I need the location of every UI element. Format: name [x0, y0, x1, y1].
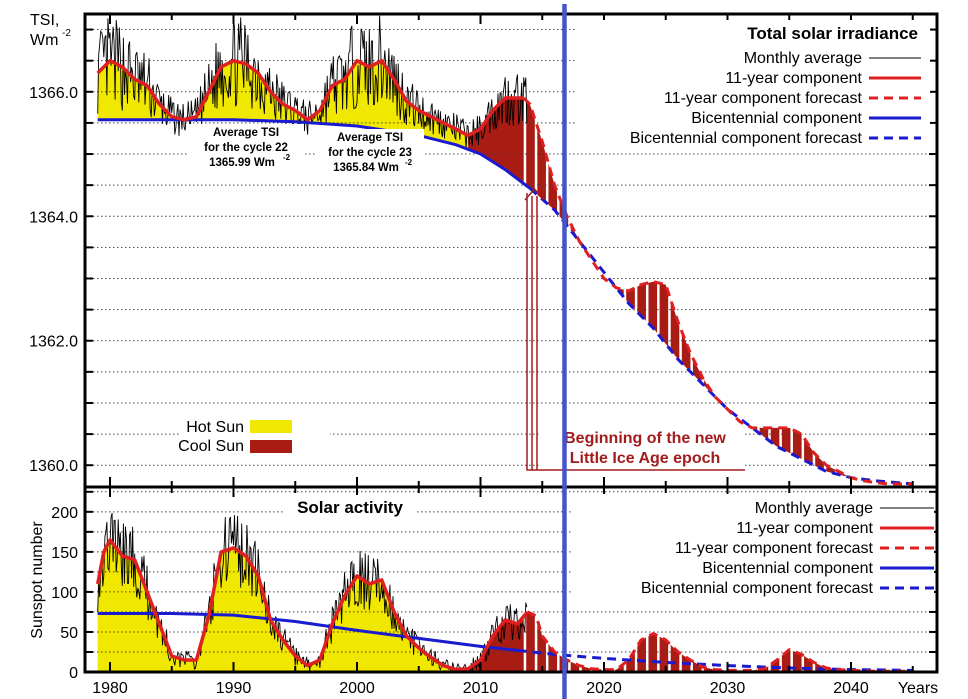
tsi-legend: Total solar irradiance Monthly average 11…	[575, 20, 930, 147]
sunspot-panel-frame	[83, 485, 939, 674]
hot-sun-swatch	[250, 420, 292, 433]
eleven-year-component-line	[95, 538, 529, 672]
hot-sun-fill	[97, 539, 469, 672]
cool-sun-label: Cool Sun	[178, 438, 244, 455]
legend-label: Bicentennial component	[691, 110, 862, 127]
hot-sun-label: Hot Sun	[186, 419, 244, 436]
legend-label: Bicentennial component forecast	[630, 130, 863, 147]
tsi-ylabel-line2: Wm	[30, 32, 58, 49]
eleven-year-forecast-line	[526, 610, 913, 673]
svg-text:for the cycle 23: for the cycle 23	[328, 147, 412, 159]
sunspot-ylabel: Sunspot number	[29, 521, 46, 639]
monthly-average-line	[97, 15, 528, 149]
y-tick-label: 1362.0	[29, 334, 78, 351]
legend-label: 11-year component	[736, 520, 873, 537]
x-axis-label: Years	[898, 680, 938, 697]
svg-text:-2: -2	[283, 153, 291, 162]
svg-text:1365.99 Wm: 1365.99 Wm	[209, 157, 275, 169]
cool-sun-fill	[468, 611, 913, 672]
sunspot-title: Solar activity	[297, 498, 403, 517]
y-tick-label: 50	[60, 625, 78, 642]
legend-label: Bicentennial component	[702, 560, 873, 577]
arrow-up-icon	[524, 187, 545, 201]
y-tick-label: 150	[51, 545, 78, 562]
svg-text:Beginning of the new: Beginning of the new	[564, 430, 726, 447]
y-tick-label: 0	[69, 665, 78, 682]
x-tick-label: 1980	[92, 680, 128, 697]
svg-text:Little Ice Age epoch: Little Ice Age epoch	[570, 450, 721, 467]
x-tick-label: 2030	[710, 680, 746, 697]
cycle-22-annotation: Average TSI for the cycle 22 1365.99 Wm …	[188, 124, 304, 170]
x-tick-label: 2000	[339, 680, 375, 697]
cool-sun-swatch	[250, 440, 292, 453]
eleven-year-forecast-line	[522, 96, 913, 486]
sunspot-legend: Solar activity Monthly average 11-year co…	[283, 494, 934, 597]
bicentennial-component-line	[97, 612, 518, 652]
svg-text:Average TSI: Average TSI	[337, 132, 403, 144]
tick-layer: 1360.0 1362.0 1364.0 1366.0 0 50 100 150 200 1980…	[29, 14, 937, 697]
svg-text:for the cycle 22: for the cycle 22	[204, 142, 288, 154]
y-tick-label: 1360.0	[29, 458, 78, 475]
legend-label: Monthly average	[755, 500, 873, 517]
legend-label: 11-year component forecast	[675, 540, 874, 557]
x-tick-label: 1990	[216, 680, 252, 697]
svg-text:-2: -2	[405, 158, 413, 167]
legend-label: 11-year component forecast	[664, 90, 863, 107]
legend-label: 11-year component	[725, 70, 862, 87]
y-tick-label: 1364.0	[29, 209, 78, 226]
bicentennial-forecast-line	[528, 187, 913, 486]
tsi-title: Total solar irradiance	[747, 24, 918, 43]
little-ice-age-annotation: Beginning of the new Little Ice Age epoc…	[524, 187, 745, 471]
cool-sun-fill	[468, 98, 913, 484]
eleven-year-component-line	[96, 58, 524, 138]
x-tick-label: 2010	[463, 680, 499, 697]
tsi-ylabel-line1: TSI,	[30, 12, 59, 29]
fill-legend: Hot Sun Cool Sun	[178, 412, 330, 456]
x-tick-label: 2020	[586, 680, 622, 697]
tsi-ylabel-sup: -2	[62, 28, 71, 39]
x-tick-label: 2040	[833, 680, 869, 697]
y-tick-label: 200	[51, 505, 78, 522]
series-layer	[95, 15, 913, 673]
svg-text:Average TSI: Average TSI	[213, 127, 279, 139]
svg-text:1365.84 Wm: 1365.84 Wm	[333, 162, 399, 174]
cycle-23-annotation: Average TSI for the cycle 23 1365.84 Wm …	[316, 129, 424, 175]
y-tick-label: 1366.0	[29, 85, 78, 102]
legend-label: Bicentennial component forecast	[641, 580, 874, 597]
legend-label: Monthly average	[744, 50, 862, 67]
y-tick-label: 100	[51, 585, 78, 602]
